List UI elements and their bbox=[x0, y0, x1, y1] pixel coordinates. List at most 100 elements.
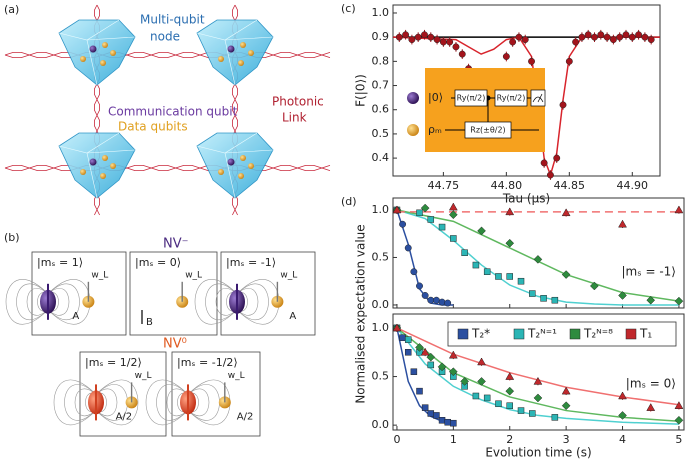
point bbox=[618, 411, 627, 420]
point bbox=[603, 33, 611, 41]
label: Multi-qubit bbox=[140, 13, 205, 27]
meter bbox=[530, 89, 546, 107]
point bbox=[477, 377, 486, 386]
point bbox=[446, 38, 454, 46]
point bbox=[589, 281, 599, 291]
point bbox=[437, 362, 447, 372]
y-tick-label: 0.8 bbox=[372, 54, 390, 67]
state-label: |mₛ = 1⟩ bbox=[37, 256, 83, 269]
legend-label: T₂ᴺ⁼¹ bbox=[527, 327, 557, 341]
chart: 0.0 0.5 1.0 (d) Normalised expectation value… bbox=[341, 195, 685, 404]
state-box-cover bbox=[82, 354, 164, 370]
point bbox=[416, 282, 423, 290]
data-qubit bbox=[248, 50, 254, 56]
y-tick-label: 0.5 bbox=[372, 127, 390, 140]
point bbox=[392, 323, 402, 332]
data-qubit bbox=[100, 173, 106, 179]
point bbox=[559, 101, 567, 109]
wl-label: w_L bbox=[135, 371, 152, 381]
y-tick-label: 0.5 bbox=[372, 370, 390, 383]
point bbox=[495, 400, 502, 408]
x-tick-label: 2 bbox=[506, 433, 513, 446]
b-label: B bbox=[146, 317, 153, 328]
facets bbox=[58, 19, 136, 86]
point bbox=[438, 223, 446, 231]
point bbox=[540, 295, 547, 302]
point bbox=[461, 249, 468, 256]
x-tick-label: 3 bbox=[563, 433, 570, 446]
point bbox=[444, 418, 451, 426]
y-axis-label: Normalised expectation value bbox=[354, 224, 368, 403]
point bbox=[674, 401, 684, 409]
gate-label: Rz(±θ/2) bbox=[470, 126, 505, 135]
comm-qubit bbox=[89, 45, 97, 53]
x-tick-label: 44.75 bbox=[428, 179, 460, 192]
panel-label: (a) bbox=[4, 3, 19, 16]
point bbox=[646, 403, 656, 411]
comm-qubit bbox=[227, 45, 235, 53]
point bbox=[438, 298, 446, 306]
point bbox=[404, 244, 412, 252]
comm-qubit bbox=[227, 158, 235, 166]
label: Link bbox=[282, 111, 307, 125]
point bbox=[618, 291, 627, 300]
legend-swatch bbox=[569, 328, 581, 340]
y-tick-label: 0.0 bbox=[372, 298, 390, 311]
gate-label: Ry(π/2) bbox=[497, 94, 526, 103]
point bbox=[427, 33, 435, 41]
label: Communication qubit bbox=[108, 105, 238, 119]
point bbox=[618, 219, 627, 228]
point bbox=[439, 38, 447, 46]
point bbox=[427, 361, 435, 369]
point bbox=[427, 410, 435, 417]
point bbox=[533, 393, 543, 403]
point bbox=[533, 255, 543, 264]
legend-label: T₂ᴺ⁼⁸ bbox=[583, 327, 613, 341]
x-tick-label: 44.85 bbox=[554, 179, 586, 192]
point bbox=[584, 31, 592, 39]
label: Data qubits bbox=[118, 120, 188, 134]
point bbox=[404, 336, 412, 343]
point bbox=[448, 202, 458, 211]
point bbox=[460, 377, 469, 386]
legend-swatch bbox=[513, 328, 525, 340]
point bbox=[421, 31, 428, 39]
diamond-node bbox=[58, 132, 136, 199]
legend-label: T₁ bbox=[639, 327, 652, 341]
legend-swatch bbox=[457, 328, 469, 340]
point bbox=[448, 210, 458, 220]
point bbox=[505, 386, 515, 396]
chart: 0.0 0.5 1.0 0 1 2 3 4 5 Evolution time (s) |mₛ = 0… bbox=[372, 313, 685, 460]
point bbox=[402, 31, 410, 39]
y-tick-label: 0.0 bbox=[372, 418, 390, 431]
photonic-link bbox=[4, 52, 331, 58]
point bbox=[561, 270, 571, 279]
point bbox=[505, 238, 515, 248]
point bbox=[674, 296, 684, 306]
wl-label: w_L bbox=[185, 270, 202, 280]
data-qubit bbox=[240, 155, 246, 161]
field-line bbox=[53, 379, 139, 426]
data-qubit bbox=[110, 50, 116, 56]
point bbox=[416, 209, 423, 217]
data-qubit bbox=[80, 56, 86, 62]
decor: |mₛ = 1⟩ w_L A |mₛ = 0⟩ Bw_L |mₛ = -1⟩ w_L A |mₛ… bbox=[4, 4, 331, 437]
point bbox=[395, 33, 403, 41]
point bbox=[416, 387, 423, 395]
point bbox=[597, 31, 605, 39]
annotation: |mₛ = 0⟩ bbox=[626, 377, 676, 391]
y-tick-label: 1.0 bbox=[372, 6, 390, 19]
point bbox=[528, 57, 535, 65]
hf-label: A/2 bbox=[116, 411, 133, 422]
point bbox=[438, 417, 446, 424]
point bbox=[399, 220, 407, 228]
point bbox=[641, 33, 649, 41]
point bbox=[515, 33, 523, 41]
inset-spin bbox=[407, 124, 419, 136]
point bbox=[458, 50, 466, 58]
y-tick-label: 0.4 bbox=[372, 151, 390, 164]
point bbox=[477, 226, 486, 236]
inset-label: |0⟩ bbox=[428, 91, 443, 104]
panel-label: (c) bbox=[341, 2, 356, 15]
point bbox=[529, 290, 536, 297]
